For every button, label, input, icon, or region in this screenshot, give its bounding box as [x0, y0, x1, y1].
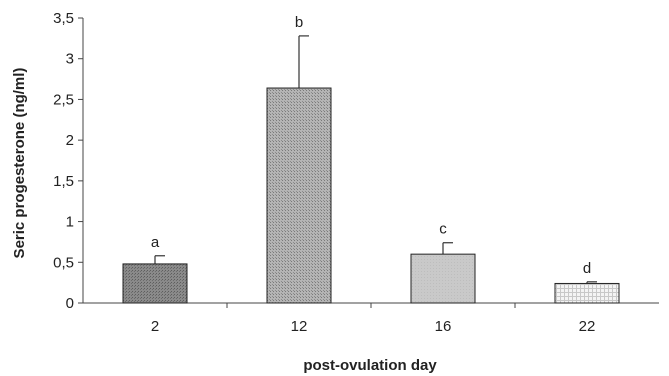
y-tick-label: 3 — [66, 51, 74, 68]
bar-2 — [122, 263, 188, 304]
x-tick-label: 12 — [291, 318, 308, 335]
y-tick-label: 1 — [66, 214, 74, 231]
significance-label: c — [439, 221, 447, 238]
significance-label: d — [583, 260, 591, 277]
x-tick-label: 2 — [151, 318, 159, 335]
x-tick-label: 22 — [579, 318, 596, 335]
y-tick-label: 0,5 — [53, 254, 74, 271]
x-axis-title: post-ovulation day — [303, 357, 437, 374]
y-tick-label: 3,5 — [53, 10, 74, 27]
significance-label: a — [151, 234, 160, 251]
x-tick-label: 16 — [435, 318, 452, 335]
y-tick-label: 2 — [66, 132, 74, 149]
y-tick-label: 1,5 — [53, 173, 74, 190]
y-axis-title: Seric progesterone (ng/ml) — [11, 68, 28, 259]
bar-16 — [410, 253, 476, 304]
y-tick-label: 2,5 — [53, 91, 74, 108]
plot-area: 0 0,5 1 1,5 2 2,5 3 3,5 a 2 b 12 c 16 d 22 — [53, 10, 659, 335]
bar-12 — [266, 87, 332, 304]
bar-22 — [554, 282, 620, 304]
significance-label: b — [295, 14, 303, 31]
y-tick-label: 0 — [66, 295, 74, 312]
